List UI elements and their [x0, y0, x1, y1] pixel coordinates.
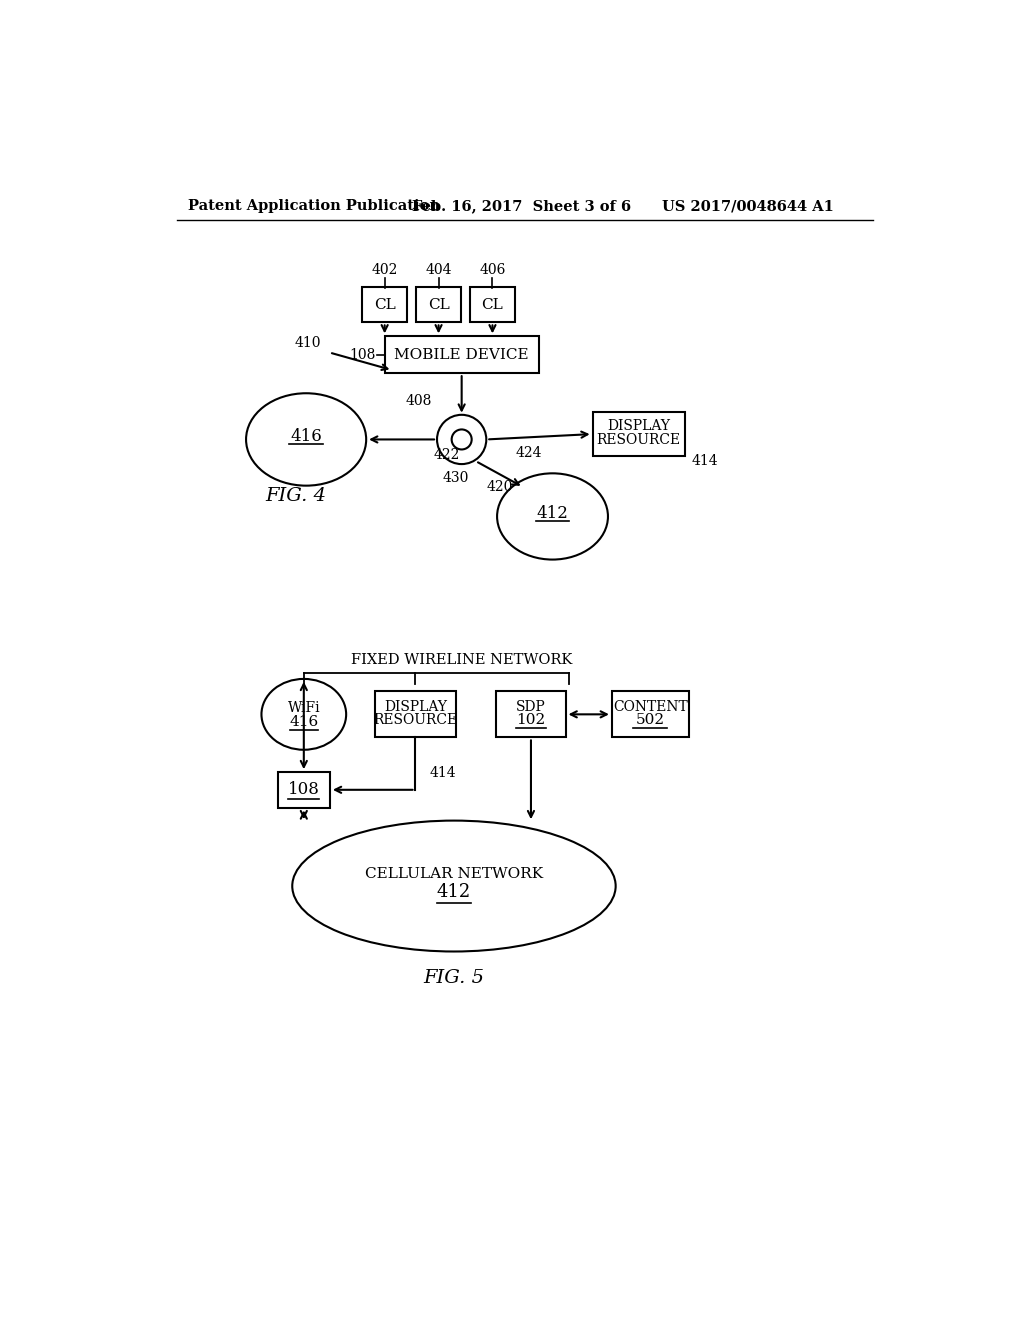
Text: CELLULAR NETWORK: CELLULAR NETWORK: [365, 867, 543, 882]
Text: WiFi: WiFi: [288, 701, 321, 715]
FancyBboxPatch shape: [611, 692, 689, 738]
Ellipse shape: [437, 414, 486, 465]
Text: CL: CL: [481, 298, 504, 312]
Text: 406: 406: [479, 263, 506, 277]
FancyBboxPatch shape: [416, 286, 461, 322]
FancyBboxPatch shape: [362, 286, 407, 322]
Text: 402: 402: [372, 263, 398, 277]
Text: 422: 422: [433, 447, 460, 462]
Text: 502: 502: [636, 714, 665, 727]
Ellipse shape: [452, 429, 472, 449]
Text: US 2017/0048644 A1: US 2017/0048644 A1: [662, 199, 834, 213]
FancyBboxPatch shape: [278, 772, 330, 808]
Text: 404: 404: [425, 263, 452, 277]
Text: 412: 412: [437, 883, 471, 902]
Ellipse shape: [246, 393, 367, 486]
Text: 414: 414: [429, 766, 456, 780]
FancyBboxPatch shape: [497, 692, 565, 738]
Text: 410: 410: [295, 337, 322, 350]
Text: Patent Application Publication: Patent Application Publication: [188, 199, 440, 213]
Text: 108: 108: [288, 781, 319, 799]
Text: FIXED WIRELINE NETWORK: FIXED WIRELINE NETWORK: [351, 653, 572, 668]
FancyBboxPatch shape: [375, 692, 456, 738]
Text: SDP: SDP: [516, 700, 546, 714]
Text: FIG. 5: FIG. 5: [424, 969, 484, 987]
Text: 416: 416: [290, 428, 322, 445]
Text: FIG. 4: FIG. 4: [265, 487, 327, 504]
Ellipse shape: [497, 474, 608, 560]
Text: CONTENT: CONTENT: [613, 700, 688, 714]
Text: 430: 430: [443, 471, 469, 484]
Text: 102: 102: [516, 714, 546, 727]
Text: RESOURCE: RESOURCE: [374, 714, 458, 727]
Text: 420: 420: [486, 480, 513, 494]
Ellipse shape: [261, 678, 346, 750]
Text: 416: 416: [289, 715, 318, 729]
Text: DISPLAY: DISPLAY: [384, 700, 446, 714]
FancyBboxPatch shape: [593, 412, 685, 457]
FancyBboxPatch shape: [470, 286, 515, 322]
Text: 414: 414: [691, 454, 718, 469]
Text: 108: 108: [349, 347, 376, 362]
Ellipse shape: [292, 821, 615, 952]
Text: 408: 408: [407, 393, 432, 408]
Text: 412: 412: [537, 504, 568, 521]
Text: CL: CL: [428, 298, 450, 312]
Text: Feb. 16, 2017  Sheet 3 of 6: Feb. 16, 2017 Sheet 3 of 6: [412, 199, 631, 213]
Text: CL: CL: [374, 298, 395, 312]
FancyBboxPatch shape: [385, 337, 539, 374]
Text: RESOURCE: RESOURCE: [597, 433, 681, 447]
Text: MOBILE DEVICE: MOBILE DEVICE: [394, 347, 529, 362]
Text: 424: 424: [515, 446, 542, 461]
Text: DISPLAY: DISPLAY: [607, 420, 671, 433]
